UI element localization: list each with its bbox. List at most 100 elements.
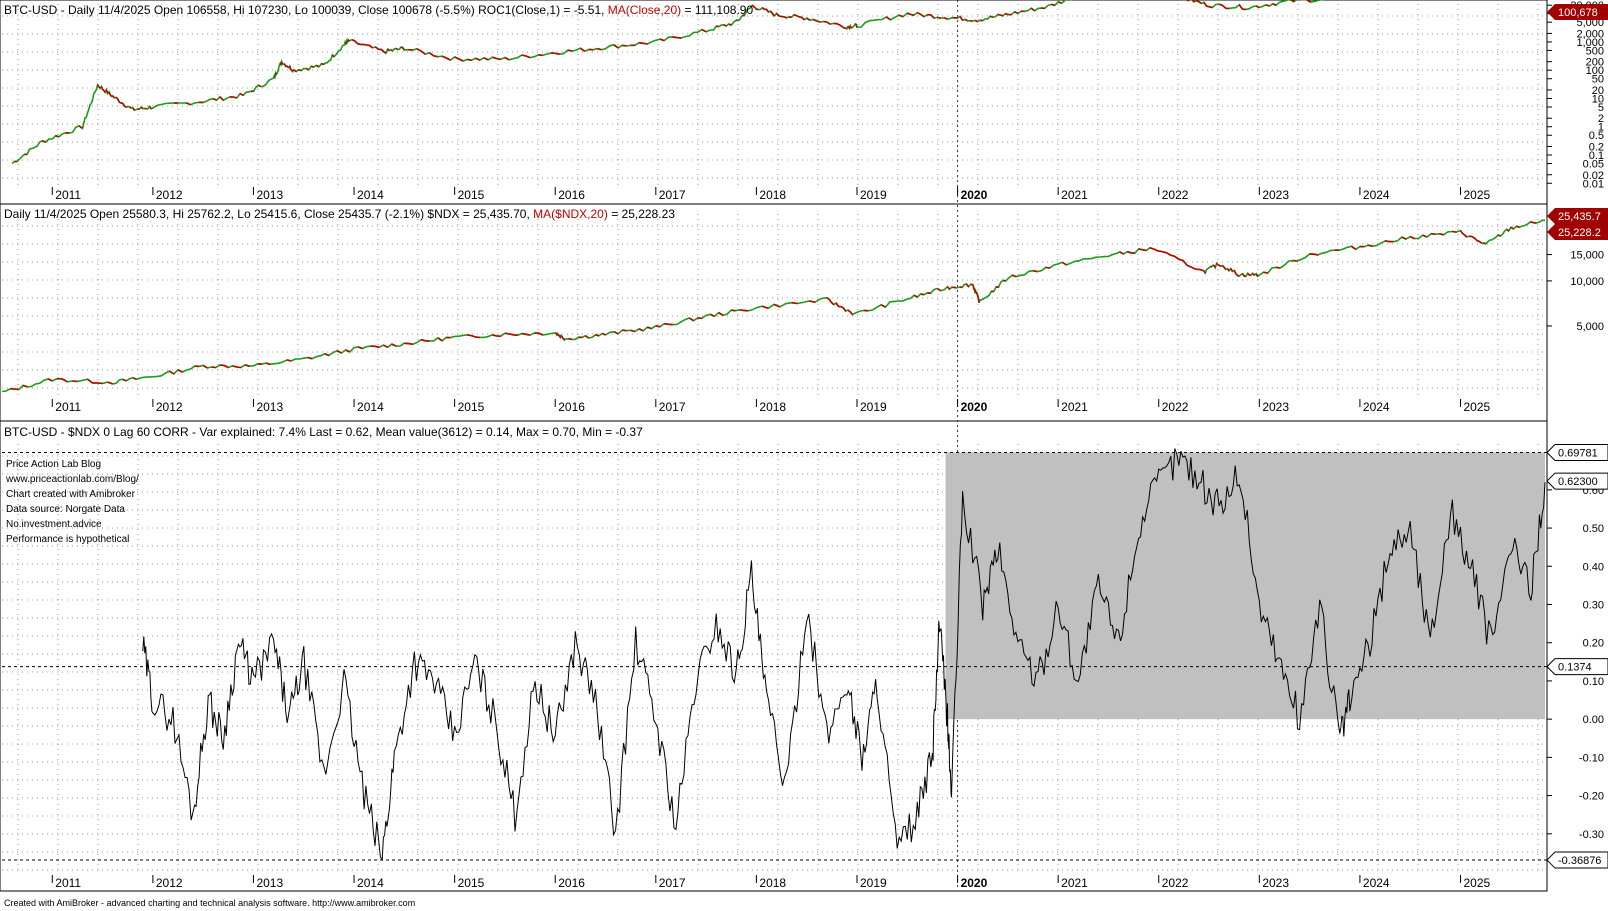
ndx-price-down-segment (974, 290, 977, 294)
ndx-price-down-segment (14, 388, 19, 391)
year-label: 2011 (55, 188, 81, 202)
btc-price-down-segment (761, 7, 765, 10)
btc-price-down-segment (930, 14, 935, 19)
year-label: 2025 (1463, 188, 1490, 202)
ndx-price-down-segment (538, 332, 543, 336)
btc-price-down-segment (144, 107, 147, 110)
btc-price-down-segment (116, 98, 121, 103)
corr-ytick-label: -0.20 (1579, 791, 1604, 803)
btc-price-down-segment (716, 25, 719, 28)
btc-price-down-segment (567, 49, 573, 52)
ndx-price-down-segment (1230, 268, 1234, 272)
btc-price-down-segment (1198, 1, 1202, 5)
btc-price-down-segment (849, 25, 852, 29)
ndx-price-down-segment (521, 332, 527, 336)
btc-price-down-segment (1203, 1, 1208, 7)
ndx-price-down-segment (1510, 226, 1514, 230)
btc-price-down-segment (943, 16, 948, 20)
btc-price-down-segment (273, 75, 276, 78)
ndx-price-down-segment (1170, 254, 1175, 258)
btc-price-down-segment (538, 54, 543, 57)
annotation-line: www.priceactionlab.com/Blog/ (5, 474, 139, 485)
ndx-price-down-segment (286, 359, 292, 362)
btc-price-down-segment (885, 16, 891, 21)
year-label: 2018 (759, 400, 786, 414)
ndx-ma-tag: 25,228.2 (1558, 227, 1601, 239)
ndx-price-down-segment (1127, 250, 1132, 254)
ndx-price-down-segment (391, 343, 397, 347)
ndx-price-down-segment (202, 364, 208, 369)
btc-price-down-segment (504, 56, 510, 61)
ndx-title-ma-value: = 25,228.23 (611, 207, 675, 221)
btc-price-down-segment (596, 47, 602, 51)
btc-price-down-segment (280, 61, 284, 65)
ndx-price-down-segment (1174, 255, 1180, 260)
year-label: 2016 (558, 400, 585, 414)
ndx-price-down-segment (383, 344, 388, 349)
btc-price-down-segment (1051, 3, 1056, 7)
btc-price-down-segment (433, 55, 439, 58)
btc-price-down-segment (1014, 11, 1019, 15)
ndx-price-down-segment (584, 335, 590, 339)
btc-price-down-segment (937, 16, 941, 19)
ndx-price-down-segment (560, 334, 563, 337)
ndx-price-down-segment (880, 304, 886, 308)
ndx-price-down-segment (169, 370, 175, 375)
ndx-price-down-segment (842, 307, 847, 312)
btc-price-down-segment (1238, 4, 1244, 10)
btc-price-down-segment (964, 18, 968, 22)
btc-price-down-segment (521, 54, 527, 57)
btc-price-down-segment (1272, 3, 1277, 6)
btc-price-down-segment (1000, 14, 1004, 17)
ndx-price-down-segment (1226, 268, 1230, 272)
ndx-price-down-segment (1464, 234, 1468, 238)
btc-price-down-segment (643, 42, 648, 45)
ndx-price-down-segment (995, 286, 999, 289)
ndx-ma-tag-bg (1547, 224, 1608, 240)
corr-ytick-label: 0.50 (1583, 523, 1604, 535)
btc-price-down-segment (290, 68, 293, 71)
ndx-price-down-segment (1221, 264, 1225, 268)
ndx-price-down-segment (357, 346, 363, 350)
btc-price-down-segment (383, 51, 387, 54)
btc-price-line (11, 0, 1324, 165)
year-label: 2012 (156, 188, 183, 202)
ndx-price-down-segment (773, 303, 781, 308)
ndx-price-down-segment (972, 285, 975, 289)
btc-price-down-segment (751, 4, 755, 8)
btc-price-down-segment (351, 38, 356, 42)
ndx-price-down-segment (345, 349, 351, 353)
btc-ytick-label: 0.1 (1589, 150, 1604, 162)
year-label: 2024 (1363, 876, 1390, 890)
ndx-price-down-segment (972, 284, 974, 286)
ndx-price-down-segment (1351, 245, 1357, 250)
ndx-price-down-segment (973, 288, 976, 292)
ndx-price-down-segment (953, 286, 957, 289)
ndx-price-down-segment (1276, 266, 1281, 269)
ndx-price-down-segment (709, 313, 715, 318)
btc-price-down-segment (496, 57, 501, 61)
ndx-price-down-segment (791, 301, 798, 305)
ndx-price-down-segment (1506, 228, 1510, 232)
ndx-price-down-segment (1191, 266, 1196, 270)
ndx-price-down-segment (965, 283, 970, 288)
ndx-price-down-segment (492, 334, 497, 337)
btc-price-down-segment (123, 105, 127, 108)
corr-ytick-label: 0.20 (1583, 638, 1604, 650)
year-label: 2013 (256, 188, 283, 202)
btc-price-down-segment (997, 13, 1001, 16)
btc-price-down-segment (796, 14, 800, 18)
ndx-price-down-segment (647, 326, 652, 330)
btc-ytick-label: 200 (1586, 57, 1604, 69)
ndx-price-down-segment (1178, 258, 1184, 262)
ndx-price-down-segment (1451, 230, 1457, 233)
btc-price-down-segment (363, 43, 367, 46)
btc-price-down-segment (111, 95, 115, 99)
btc-price-down-segment (823, 20, 827, 23)
year-label: 2020 (961, 188, 988, 202)
btc-price-down-segment (839, 24, 845, 29)
btc-price-down-segment (775, 12, 780, 17)
dotted-grid (2, 0, 1547, 890)
btc-price-down-segment (1030, 7, 1036, 12)
ndx-price-down-segment (556, 333, 560, 337)
